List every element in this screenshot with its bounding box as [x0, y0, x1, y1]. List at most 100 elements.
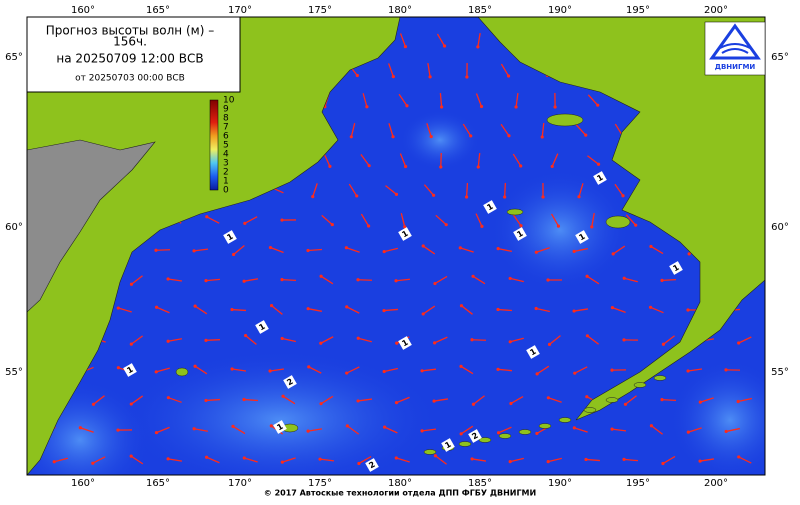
arrow-head	[573, 250, 576, 253]
arrow-head	[519, 164, 522, 167]
arrow-head	[541, 135, 544, 138]
arrow-head	[509, 277, 512, 280]
arrow-head	[597, 163, 600, 166]
longitude-label: 190°	[548, 478, 572, 489]
longitude-label: 185°	[468, 5, 492, 16]
arrow-head	[204, 279, 207, 282]
arrow-head	[350, 135, 353, 138]
arrow-head	[737, 341, 740, 344]
arrow-head	[307, 365, 310, 368]
arrow-head	[194, 365, 197, 368]
arrow-head	[688, 252, 691, 255]
arrow-head	[194, 305, 197, 308]
arrow-head	[535, 432, 538, 435]
arrow-head	[624, 403, 627, 406]
arrow-head	[328, 165, 331, 168]
arrow-head	[519, 224, 522, 227]
arrow-head	[547, 396, 550, 399]
arrow-head	[586, 334, 589, 337]
arrow-head	[383, 370, 386, 373]
arrow-head	[382, 309, 385, 312]
arrow-head	[281, 337, 284, 340]
island	[547, 114, 583, 126]
arrow-head	[367, 224, 370, 227]
latitude-label: 65°	[5, 52, 23, 63]
arrow-head	[243, 456, 246, 459]
arrow-head	[584, 458, 587, 461]
arrow-head	[395, 401, 398, 404]
arrow-head	[509, 340, 512, 343]
arrow-head	[405, 104, 408, 107]
arrow-head	[420, 369, 423, 372]
arrow-head	[356, 74, 359, 77]
arrow-head	[509, 402, 512, 405]
arrow-head	[737, 400, 740, 403]
arrow-head	[634, 224, 637, 227]
arrow-head	[404, 165, 407, 168]
longitude-label: 200°	[704, 5, 728, 16]
arrow-head	[430, 135, 433, 138]
island	[507, 209, 523, 215]
arrow-head	[117, 366, 120, 369]
arrow-head	[368, 164, 371, 167]
arrow-head	[584, 134, 587, 137]
arrow-head	[535, 251, 538, 254]
arrow-head	[541, 195, 544, 198]
arrow-head	[535, 307, 538, 310]
longitude-label: 165°	[146, 5, 170, 16]
arrow-head	[623, 277, 626, 280]
arrow-head	[471, 275, 474, 278]
arrow-head	[686, 369, 689, 372]
arrow-head	[319, 402, 322, 405]
longitude-label: 180°	[388, 5, 412, 16]
arrow-head	[546, 278, 549, 281]
arrow-head	[270, 424, 273, 427]
arrow	[206, 400, 220, 401]
arrow-head	[724, 368, 727, 371]
arrow-head	[331, 223, 334, 226]
wave-field	[490, 170, 630, 290]
latitude-label: 55°	[771, 367, 789, 378]
arrow-head	[356, 278, 359, 281]
colorbar-label: 0	[223, 186, 229, 196]
longitude-label: 195°	[626, 5, 650, 16]
island	[606, 398, 618, 403]
latitude-label: 65°	[771, 52, 789, 63]
arrow-head	[548, 343, 551, 346]
arrow	[662, 280, 676, 281]
arrow-head	[230, 308, 233, 311]
arrow-head	[311, 195, 314, 198]
arrow-head	[507, 74, 510, 77]
island	[584, 408, 596, 413]
arrow-head	[167, 396, 170, 399]
arrow-head	[365, 105, 368, 108]
footer: © 2017 Автоскые технологии отдела ДПП ФГ…	[264, 489, 536, 498]
island	[559, 418, 571, 423]
arrow	[662, 400, 676, 401]
arrow-head	[395, 193, 398, 196]
arrow-head	[232, 253, 235, 256]
arrow-head	[596, 104, 599, 107]
arrow-head	[440, 105, 443, 108]
arrow-head	[503, 195, 506, 198]
arrow-head	[243, 280, 246, 283]
arrow-head	[130, 283, 133, 286]
arrow-head	[557, 224, 560, 227]
arrow-head	[507, 134, 510, 137]
arrow-head	[167, 340, 170, 343]
arrow-head	[433, 282, 436, 285]
arrow-head	[242, 398, 245, 401]
arrow-head	[551, 165, 554, 168]
arrow-head	[318, 458, 321, 461]
island	[424, 450, 436, 455]
arrow-head	[469, 134, 472, 137]
arrow	[358, 280, 372, 281]
arrow-head	[572, 309, 575, 312]
arrow-head	[422, 312, 425, 315]
arrow-head	[661, 462, 664, 465]
title: на 20250709 12:00 ВСВ	[56, 52, 203, 66]
longitude-label: 195°	[626, 478, 650, 489]
arrow-head	[465, 195, 468, 198]
longitude-label: 180°	[388, 478, 412, 489]
arrow-head	[649, 306, 652, 309]
